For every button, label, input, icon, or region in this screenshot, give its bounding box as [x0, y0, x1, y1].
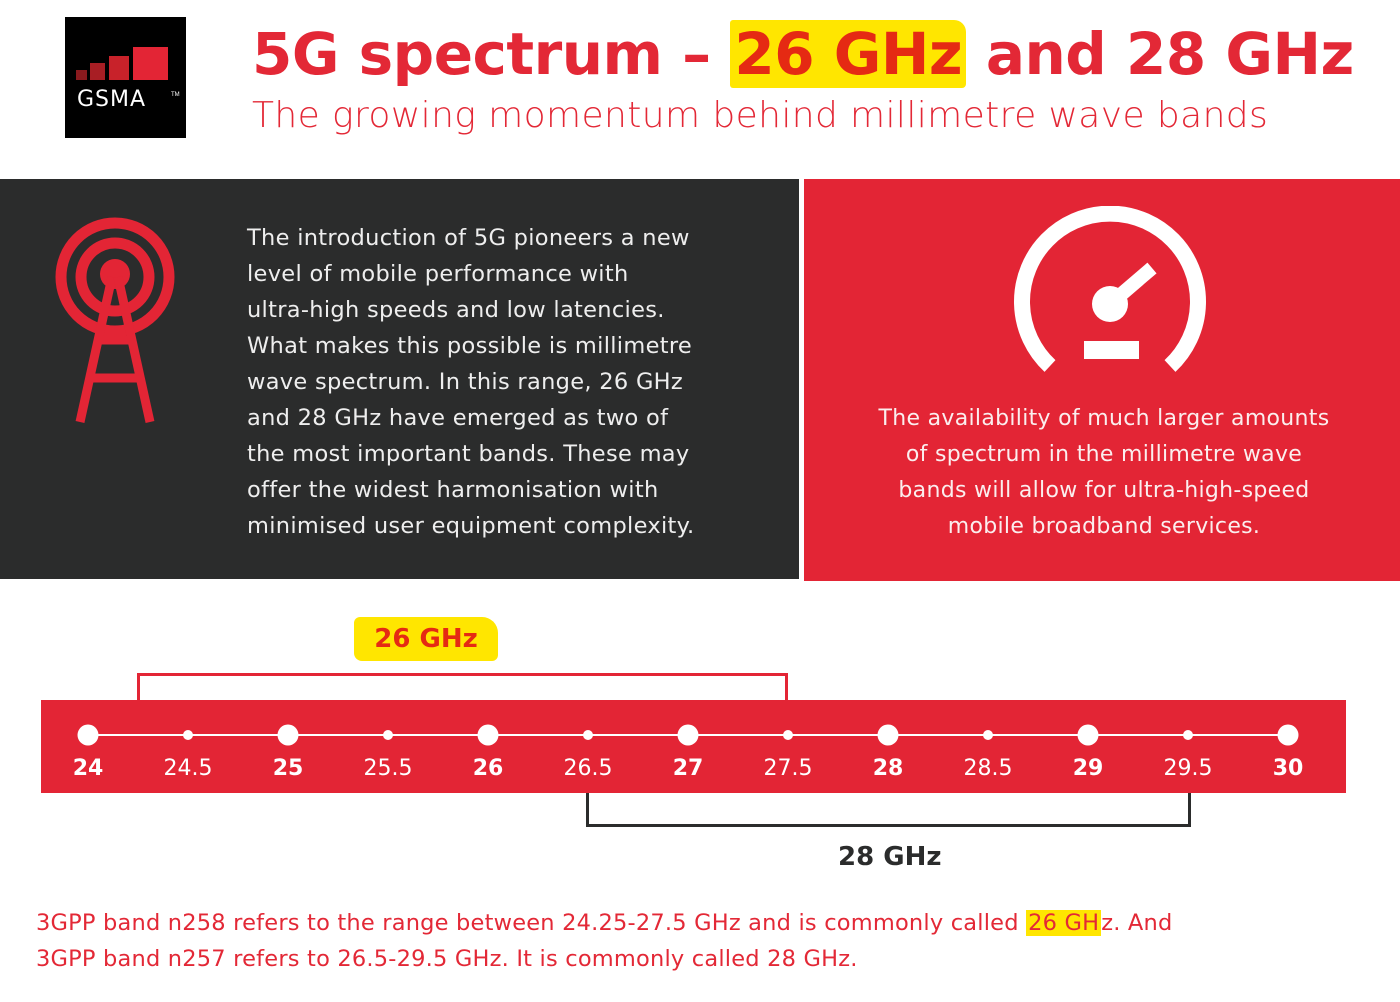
- footnote-highlight: 26 GH: [1026, 910, 1102, 936]
- spectrum-axis: [41, 700, 1346, 793]
- logo-bar: [133, 47, 168, 80]
- page-title: 5G spectrum – 26 GHz and 28 GHz: [252, 20, 1354, 88]
- tick: [383, 730, 393, 740]
- tick: [677, 724, 699, 746]
- tick: [277, 724, 299, 746]
- band-bracket-28ghz: [586, 793, 1191, 827]
- tick-label: 26.5: [563, 756, 613, 781]
- logo-bar: [76, 70, 87, 80]
- logo-trademark: TM: [171, 92, 180, 98]
- footnote-line-2: 3GPP band n257 refers to 26.5-29.5 GHz. …: [36, 946, 858, 972]
- logo-bar: [90, 63, 105, 80]
- tick-label: 28: [872, 756, 904, 781]
- footnote: 3GPP band n258 refers to the range betwe…: [36, 905, 1172, 977]
- tick-label: 24: [72, 756, 104, 781]
- tick-label: 24.5: [163, 756, 213, 781]
- footnote-line-1: 3GPP band n258 refers to the range betwe…: [36, 905, 1172, 941]
- title-suffix: and 28 GHz: [966, 20, 1354, 88]
- tick-label: 30: [1272, 756, 1304, 781]
- benefit-paragraph: The availability of much larger amounts …: [878, 406, 1330, 539]
- tick-label: 27.5: [763, 756, 813, 781]
- intro-paragraph: The introduction of 5G pioneers a new le…: [247, 225, 695, 539]
- radio-tower-icon: [55, 217, 175, 423]
- tick: [783, 730, 793, 740]
- tick-label: 25: [272, 756, 304, 781]
- logo-bar: [109, 56, 129, 80]
- tick-label: 28.5: [963, 756, 1013, 781]
- tick-label: 29.5: [1163, 756, 1213, 781]
- tick-label: 27: [672, 756, 704, 781]
- tick: [583, 730, 593, 740]
- title-prefix: 5G spectrum –: [252, 20, 731, 88]
- page-subtitle: The growing momentum behind millimetre w…: [252, 95, 1269, 136]
- tick-label: 26: [472, 756, 504, 781]
- tick: [1183, 730, 1193, 740]
- tick-label: 25.5: [363, 756, 413, 781]
- band-label-26ghz: 26 GHz: [354, 617, 498, 661]
- footnote-text: z. And: [1101, 910, 1173, 936]
- band-bracket-26ghz: [137, 673, 788, 703]
- tick: [877, 724, 899, 746]
- tick-label: 29: [1072, 756, 1104, 781]
- benefit-panel: [804, 179, 1400, 581]
- tick: [983, 730, 993, 740]
- tick: [77, 724, 99, 746]
- title-highlight: 26 GHz: [730, 20, 967, 88]
- speedometer-icon: [1014, 206, 1206, 372]
- band-label-28ghz: 28 GHz: [838, 842, 942, 872]
- gsma-logo: GSMA TM: [65, 17, 186, 138]
- tick: [1277, 724, 1299, 746]
- tick: [477, 724, 499, 746]
- footnote-text: 3GPP band n258 refers to the range betwe…: [36, 910, 1027, 936]
- logo-wordmark: GSMA: [77, 87, 147, 112]
- tick: [1077, 724, 1099, 746]
- tick: [183, 730, 193, 740]
